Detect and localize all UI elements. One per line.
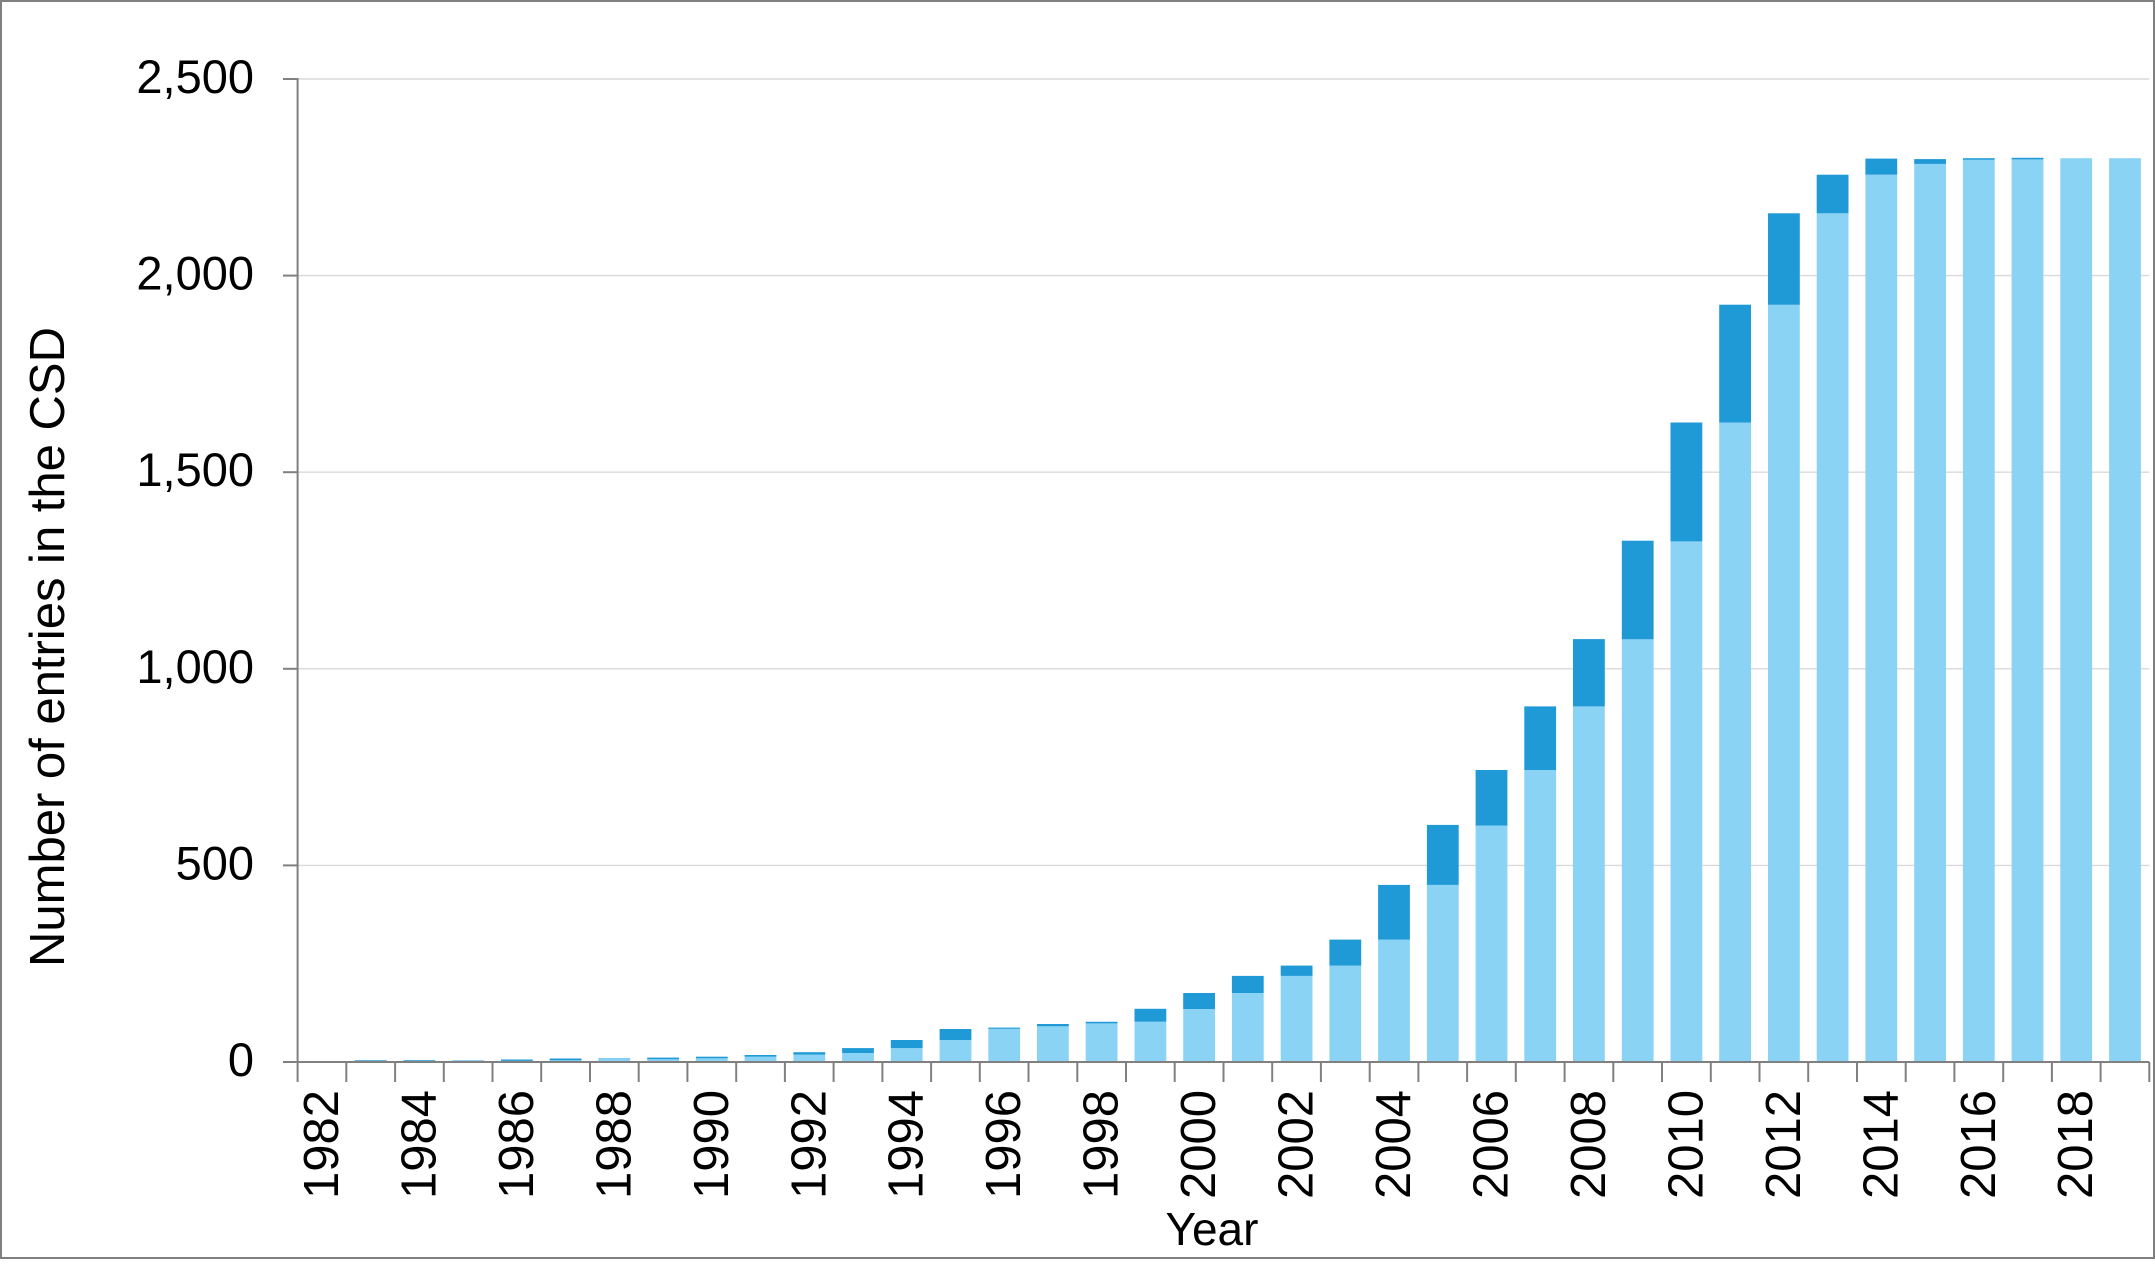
svg-text:2010: 2010 <box>1659 1090 1713 1199</box>
svg-text:1992: 1992 <box>782 1090 836 1199</box>
svg-text:1984: 1984 <box>392 1090 446 1199</box>
svg-text:1,000: 1,000 <box>136 640 254 693</box>
svg-text:1996: 1996 <box>977 1090 1031 1199</box>
svg-text:0: 0 <box>228 1033 254 1086</box>
svg-text:2014: 2014 <box>1854 1090 1908 1199</box>
svg-text:1986: 1986 <box>490 1090 544 1199</box>
svg-text:1,500: 1,500 <box>136 443 254 496</box>
svg-text:2006: 2006 <box>1465 1090 1519 1199</box>
svg-text:1982: 1982 <box>295 1090 349 1199</box>
svg-text:2016: 2016 <box>1952 1090 2006 1199</box>
svg-text:2000: 2000 <box>1172 1090 1226 1199</box>
svg-text:Year: Year <box>1166 1203 1259 1255</box>
svg-text:2018: 2018 <box>2049 1090 2103 1199</box>
svg-text:500: 500 <box>176 836 254 889</box>
svg-text:1994: 1994 <box>880 1090 934 1199</box>
svg-text:2,000: 2,000 <box>136 247 254 300</box>
svg-text:1990: 1990 <box>685 1090 739 1199</box>
svg-text:2002: 2002 <box>1270 1090 1324 1199</box>
svg-text:2008: 2008 <box>1562 1090 1616 1199</box>
svg-text:1998: 1998 <box>1075 1090 1129 1199</box>
svg-text:1988: 1988 <box>587 1090 641 1199</box>
svg-text:2,500: 2,500 <box>136 50 254 103</box>
svg-text:2012: 2012 <box>1757 1090 1811 1199</box>
svg-text:Number of entries in the CSD: Number of entries in the CSD <box>21 327 75 967</box>
svg-text:2004: 2004 <box>1367 1090 1421 1199</box>
